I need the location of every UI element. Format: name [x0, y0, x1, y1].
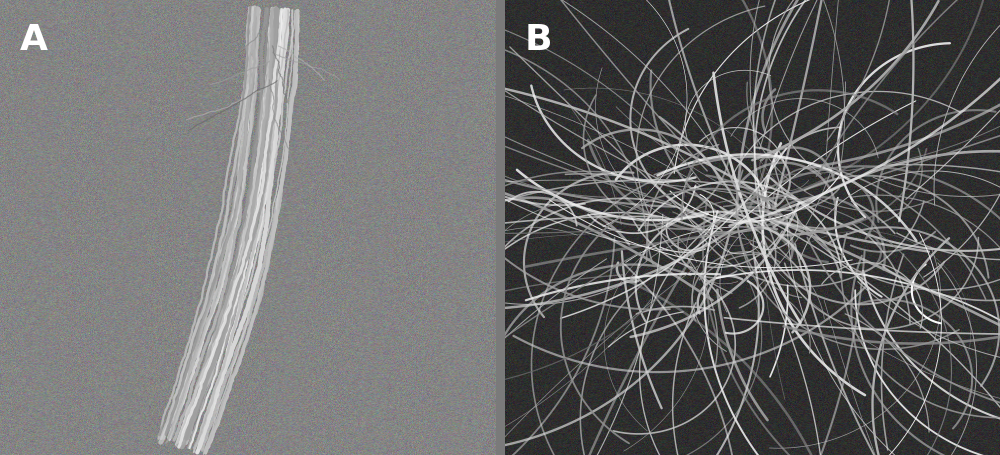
- Text: A: A: [20, 23, 48, 57]
- Text: B: B: [525, 23, 552, 57]
